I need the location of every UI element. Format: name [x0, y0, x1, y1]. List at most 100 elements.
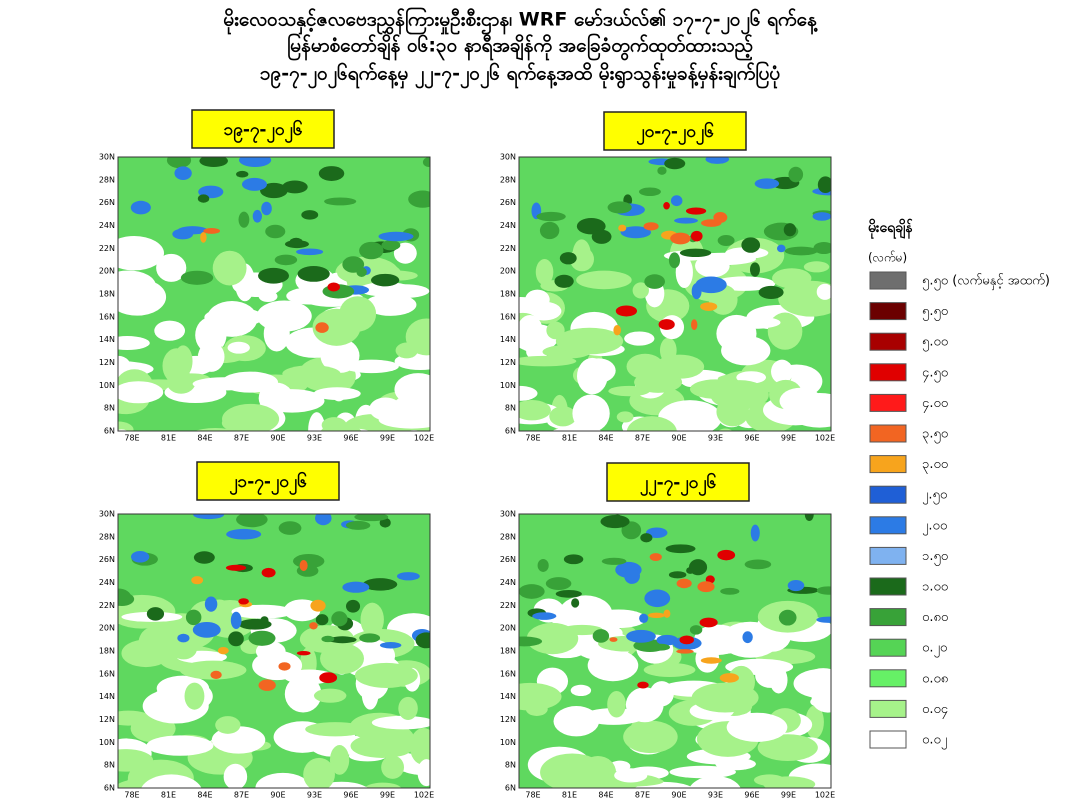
- legend-label: ၁.၅၀: [922, 549, 948, 566]
- lat-label: 30N: [500, 510, 516, 519]
- lat-label: 26N: [99, 555, 115, 564]
- map-frame: [117, 513, 431, 789]
- wet-area: [197, 194, 210, 203]
- dry-area: [614, 768, 648, 783]
- wet-area: [777, 244, 786, 253]
- lon-label: 87E: [635, 791, 650, 800]
- dry-area: [381, 755, 405, 779]
- legend-swatch: [869, 546, 907, 565]
- lat-label: 10N: [99, 738, 115, 747]
- wet-area: [563, 554, 584, 565]
- legend-label: ၅.၀၀: [922, 335, 948, 352]
- lat-label: 18N: [500, 647, 516, 656]
- wet-area: [331, 611, 348, 627]
- dry-area: [255, 772, 311, 788]
- dry-area: [339, 296, 377, 332]
- lat-label: 6N: [505, 427, 516, 436]
- dry-area: [282, 365, 341, 382]
- legend-swatch: [869, 669, 907, 688]
- wet-area: [378, 231, 414, 242]
- wet-area: [230, 611, 242, 630]
- heavy-area: [717, 549, 736, 561]
- heavy-area: [700, 302, 718, 311]
- panel-date: ၂၀-၇-၂၀၂၆: [636, 120, 714, 146]
- lon-label: 87E: [234, 434, 249, 443]
- lon-label: 87E: [234, 791, 249, 800]
- lon-label: 78E: [124, 434, 139, 443]
- wet-area: [750, 524, 760, 542]
- lat-label: 24N: [500, 578, 516, 587]
- dry-area: [141, 774, 202, 788]
- title-line: မိုးလေဝသနှင့်ဇလဗေဒညွှန်ကြားမှုဦးစီးဌာန၊ …: [223, 6, 818, 36]
- wet-area: [783, 223, 797, 237]
- wet-area: [297, 266, 330, 282]
- heavy-area: [637, 681, 649, 689]
- legend-swatch: [869, 424, 907, 443]
- wet-area: [130, 200, 151, 215]
- wet-area: [689, 625, 703, 635]
- lat-label: 12N: [500, 715, 516, 724]
- wet-area: [193, 514, 225, 520]
- dry-area: [286, 287, 333, 305]
- wet-area: [282, 180, 308, 194]
- lat-label: 22N: [500, 601, 516, 610]
- dry-area: [305, 722, 366, 737]
- wet-area: [688, 559, 708, 576]
- lon-label: 78E: [525, 434, 540, 443]
- heavy-area: [238, 598, 249, 605]
- heavy-area: [609, 637, 618, 642]
- dry-area: [572, 394, 610, 431]
- heavy-area: [258, 679, 276, 691]
- wet-area: [668, 571, 687, 579]
- dry-area: [625, 687, 664, 723]
- lon-label: 84E: [598, 791, 613, 800]
- wet-area: [559, 252, 577, 265]
- dry-area: [197, 341, 225, 372]
- dry-area: [405, 318, 430, 356]
- wet-area: [554, 274, 574, 288]
- wet-area: [816, 586, 831, 595]
- wet-area: [396, 572, 420, 581]
- wet-area: [741, 237, 761, 253]
- lat-label: 20N: [99, 624, 115, 633]
- dry-area: [343, 359, 399, 374]
- heavy-area: [203, 228, 221, 234]
- lat-label: 28N: [99, 175, 115, 184]
- dry-area: [669, 765, 736, 779]
- dry-area: [184, 682, 205, 710]
- dry-area: [252, 650, 303, 681]
- dry-area: [366, 427, 408, 431]
- wet-area: [788, 166, 804, 183]
- heavy-area: [713, 211, 728, 223]
- legend-swatch: [869, 393, 907, 412]
- date-box: [191, 109, 335, 149]
- wet-area: [408, 190, 430, 208]
- lon-label: 99E: [781, 434, 796, 443]
- dry-area: [258, 290, 278, 303]
- dry-area: [519, 315, 544, 352]
- lon-label: 90E: [270, 434, 285, 443]
- wet-area: [817, 176, 831, 193]
- legend-label: ၀.၀၈: [922, 671, 948, 686]
- dry-area: [525, 289, 550, 310]
- dry-area: [393, 242, 417, 264]
- dry-area: [721, 335, 771, 366]
- dry-area: [284, 675, 322, 713]
- wet-area: [664, 157, 686, 170]
- dry-area: [162, 348, 191, 384]
- heavy-area: [618, 224, 627, 232]
- heavy-area: [685, 207, 707, 215]
- heavy-area: [649, 553, 662, 562]
- lat-label: 16N: [500, 312, 516, 321]
- dry-area: [779, 387, 823, 415]
- legend-swatch: [869, 577, 907, 596]
- dry-area: [608, 385, 650, 397]
- wet-area: [644, 274, 665, 289]
- wet-area: [146, 607, 165, 621]
- rain-field: [118, 514, 430, 788]
- dry-area: [718, 428, 733, 431]
- lat-label: 12N: [500, 358, 516, 367]
- heavy-area: [663, 609, 671, 618]
- legend-swatch: [869, 516, 907, 535]
- rain-field: [118, 157, 430, 431]
